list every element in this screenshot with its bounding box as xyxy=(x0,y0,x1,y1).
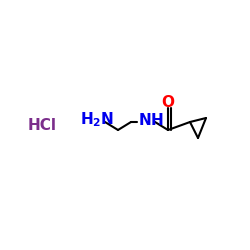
Text: $\mathbf{NH}$: $\mathbf{NH}$ xyxy=(138,112,164,128)
Text: HCl: HCl xyxy=(28,118,57,132)
Text: $\mathbf{H_2N}$: $\mathbf{H_2N}$ xyxy=(80,111,114,129)
Text: $\mathbf{O}$: $\mathbf{O}$ xyxy=(161,94,175,110)
